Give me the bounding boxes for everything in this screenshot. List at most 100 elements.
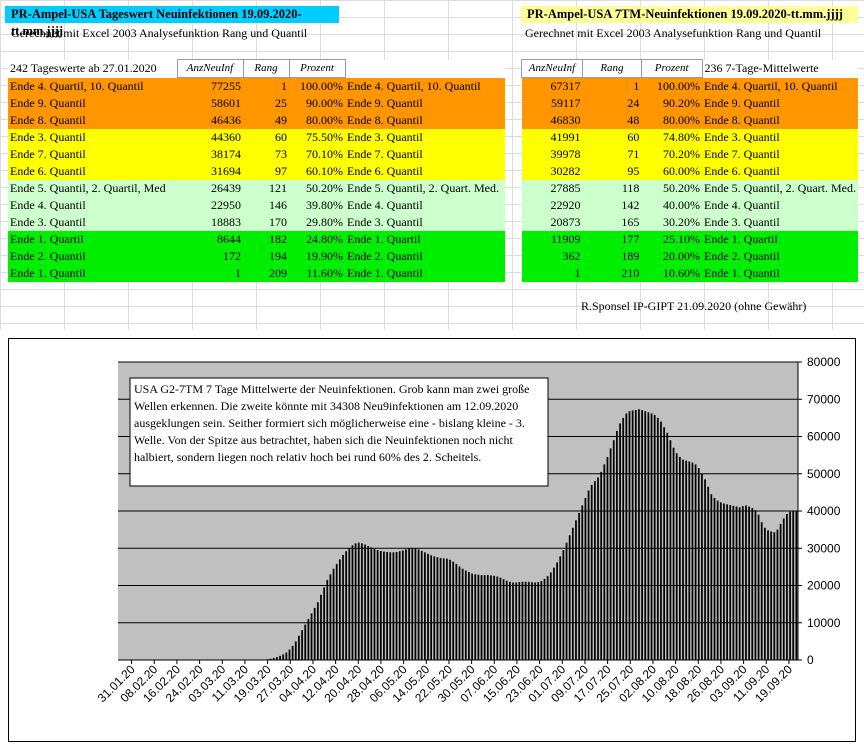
row-value: 31694 (211, 164, 241, 178)
bar (638, 409, 640, 660)
bar (373, 549, 376, 660)
row-label-repeat: Ende 3. Quantil (347, 215, 423, 229)
table-row: Ende 3. Quantil 18883 170 29.80% Ende 3. Qua… (8, 214, 505, 231)
row-rank: 73 (275, 147, 287, 161)
row-label: Ende 1. Quantil (10, 266, 86, 280)
row-value: 1 (574, 266, 581, 280)
row-label: Ende 3. Quantil (10, 130, 86, 144)
bar (424, 552, 426, 660)
row-rank: 49 (275, 113, 287, 127)
row-rank: 210 (621, 266, 640, 280)
bar (521, 581, 524, 660)
row-value: 26439 (211, 181, 241, 195)
bar (773, 532, 776, 660)
row-percent: 70.10% (306, 147, 343, 161)
new-infections-7day-chart: 0 10000 20000 30000 40000 50000 60000 70000 8000… (8, 338, 856, 742)
bar (735, 506, 738, 660)
row-label-repeat: Ende 6. Quantil (347, 164, 423, 178)
bar (723, 503, 725, 660)
right-quantile-table: AnzNeuInf Rang Prozent 236 7-Tage-Mittel… (520, 59, 858, 282)
row-value: 77255 (211, 79, 241, 93)
row-percent: 50.20% (306, 181, 343, 195)
row-label: Ende 7. Quantil (10, 147, 86, 161)
bar (688, 461, 691, 660)
bar (568, 535, 571, 660)
bar (597, 477, 599, 660)
row-rank: 60 (275, 130, 287, 144)
bar (741, 506, 744, 660)
row-rank: 1 (281, 79, 287, 93)
bar (748, 506, 750, 660)
bar (666, 432, 669, 660)
bar (641, 410, 643, 660)
bar (527, 581, 530, 660)
bar (493, 575, 495, 660)
row-percent: 100.00% (300, 79, 343, 93)
row-label-repeat: Ende 3. Quantil (347, 130, 423, 144)
bar (480, 575, 483, 660)
row-label: Ende 4. Quartil, 10. Quantil (704, 78, 838, 93)
row-percent: 24.80% (306, 232, 343, 246)
bar (442, 558, 445, 660)
row-value: 11909 (550, 232, 581, 246)
bar (332, 568, 335, 660)
bar (518, 582, 521, 660)
bar (685, 460, 688, 660)
bar (436, 557, 439, 660)
y-tick-label: 70000 (807, 392, 841, 406)
row-percent: 39.80% (306, 198, 343, 212)
table-row: Ende 2. Quantil 172 194 19.90% Ende 2. Quant… (8, 248, 505, 265)
bar (389, 552, 392, 660)
row-value: 38174 (211, 147, 241, 161)
table-row: 1 210 10.60% Ende 1. Quantil (521, 265, 858, 282)
row-label: Ende 3. Quantil (704, 130, 780, 144)
row-rank: 48 (627, 113, 640, 127)
table-row: 11909 177 25.10% Ende 1. Quartil (521, 231, 858, 248)
row-rank: 71 (627, 147, 640, 161)
bar (556, 562, 558, 660)
bar (449, 559, 451, 660)
row-label-repeat: Ende 7. Quantil (347, 147, 423, 161)
y-tick-label: 80000 (807, 355, 841, 369)
row-value: 20873 (550, 215, 581, 229)
col-header-rang: Rang (582, 59, 642, 78)
bar (405, 549, 407, 660)
bar (376, 550, 379, 660)
annotation-box (129, 377, 549, 487)
bar (679, 456, 681, 660)
table-row: 27885 118 50.20% Ende 5. Quantil, 2. Quart.… (521, 180, 858, 197)
bar (707, 486, 710, 660)
bar (439, 557, 442, 660)
row-value: 44360 (211, 130, 241, 144)
bar (628, 411, 631, 660)
row-value: 172 (223, 249, 241, 263)
row-percent: 80.00% (306, 113, 343, 127)
bar (486, 575, 489, 660)
bar (647, 412, 650, 660)
row-rank: 177 (621, 232, 640, 246)
row-rank: 194 (269, 249, 287, 263)
bar (383, 551, 385, 660)
bar (537, 582, 540, 660)
bar (395, 551, 398, 660)
bar (345, 551, 348, 660)
row-rank: 189 (621, 249, 640, 263)
bar (401, 550, 404, 660)
bar (342, 554, 344, 660)
right-title: PR-Ampel-USA 7TM-Neuinfektionen 19.09.20… (521, 6, 858, 23)
bar (272, 657, 275, 660)
bar (461, 568, 464, 660)
bar (474, 574, 477, 660)
table-row: Ende 1. Quantil 1 209 11.60% Ende 1. Quantil (8, 265, 505, 282)
bar (578, 512, 580, 660)
bar (276, 657, 278, 660)
row-value: 27885 (550, 181, 581, 195)
row-percent: 20.00% (663, 249, 700, 263)
bar (770, 531, 773, 660)
row-value: 67317 (550, 79, 581, 93)
row-percent: 25.10% (663, 232, 700, 246)
bar (716, 500, 719, 660)
left-title: PR-Ampel-USA Tageswert Neuinfektionen 19… (5, 6, 339, 38)
bar (559, 556, 562, 660)
row-percent: 80.00% (663, 113, 700, 127)
